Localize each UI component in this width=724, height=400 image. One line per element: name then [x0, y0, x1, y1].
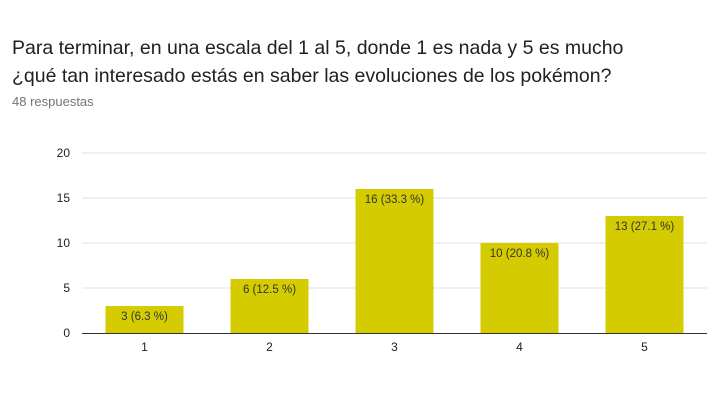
data-label: 10 (20.8 %) [490, 248, 550, 260]
x-tick-label: 4 [516, 340, 523, 354]
bars [105, 189, 684, 333]
bar-2[interactable] [230, 279, 309, 333]
y-tick-label: 0 [63, 326, 70, 340]
question-title-line-1: Para terminar, en una escala del 1 al 5,… [12, 37, 624, 59]
data-labels: 3 (6.3 %) 6 (12.5 %) 16 (33.3 %) 10 (20.8 %… [121, 194, 674, 323]
question-title-line-2: ¿qué tan interesado estás en saber las e… [12, 65, 612, 87]
response-count: 48 respuestas [12, 94, 94, 109]
x-tick-label: 1 [141, 340, 148, 354]
data-label: 16 (33.3 %) [365, 194, 425, 206]
bar-1[interactable] [105, 306, 184, 333]
data-label: 6 (12.5 %) [243, 284, 296, 296]
x-tick-label: 3 [391, 340, 398, 354]
bar-5[interactable] [605, 216, 684, 333]
x-tick-label: 2 [266, 340, 273, 354]
y-tick-label: 20 [57, 146, 71, 160]
axes: 0 5 10 15 20 1 2 3 4 5 [57, 146, 707, 354]
y-tick-label: 10 [57, 236, 71, 250]
question-title: Para terminar, en una escala del 1 al 5,… [12, 34, 702, 90]
y-tick-label: 15 [57, 191, 71, 205]
bar-3[interactable] [355, 189, 434, 333]
data-label: 3 (6.3 %) [121, 311, 168, 323]
bar-4[interactable] [480, 243, 559, 333]
data-label: 13 (27.1 %) [615, 221, 675, 233]
x-tick-label: 5 [641, 340, 648, 354]
y-tick-label: 5 [63, 281, 70, 295]
